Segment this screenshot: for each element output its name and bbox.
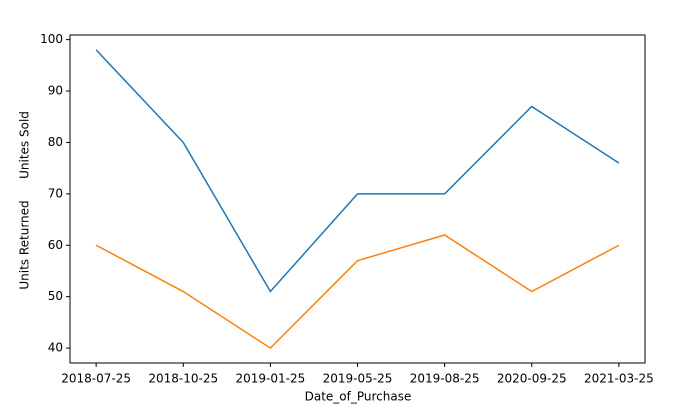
y-tick-label: 100 bbox=[40, 32, 63, 46]
x-tick-label: 2019-08-25 bbox=[410, 372, 480, 386]
x-tick-label: 2019-01-25 bbox=[236, 372, 306, 386]
line-series bbox=[95, 49, 620, 293]
x-tick-label: 2018-10-25 bbox=[148, 372, 218, 386]
y-axis-label: Unites Sold bbox=[18, 111, 32, 179]
x-tick-label: 2019-05-25 bbox=[323, 372, 393, 386]
plot-frame bbox=[69, 34, 646, 364]
line-series bbox=[95, 234, 620, 350]
y-tick-label: 40 bbox=[48, 341, 63, 355]
x-tick-label: 2020-09-25 bbox=[497, 372, 567, 386]
x-axis-label: Date_of_Purchase bbox=[305, 390, 412, 404]
y-tick-label: 60 bbox=[48, 238, 63, 252]
y-axis-label: Units Returned bbox=[18, 200, 32, 289]
y-tick-label: 50 bbox=[48, 289, 63, 303]
x-tick-label: 2018-07-25 bbox=[61, 372, 131, 386]
y-tick-label: 90 bbox=[48, 84, 63, 98]
y-tick-label: 70 bbox=[48, 186, 63, 200]
x-tick-label: 2021-03-25 bbox=[584, 372, 654, 386]
y-tick-label: 80 bbox=[48, 135, 63, 149]
